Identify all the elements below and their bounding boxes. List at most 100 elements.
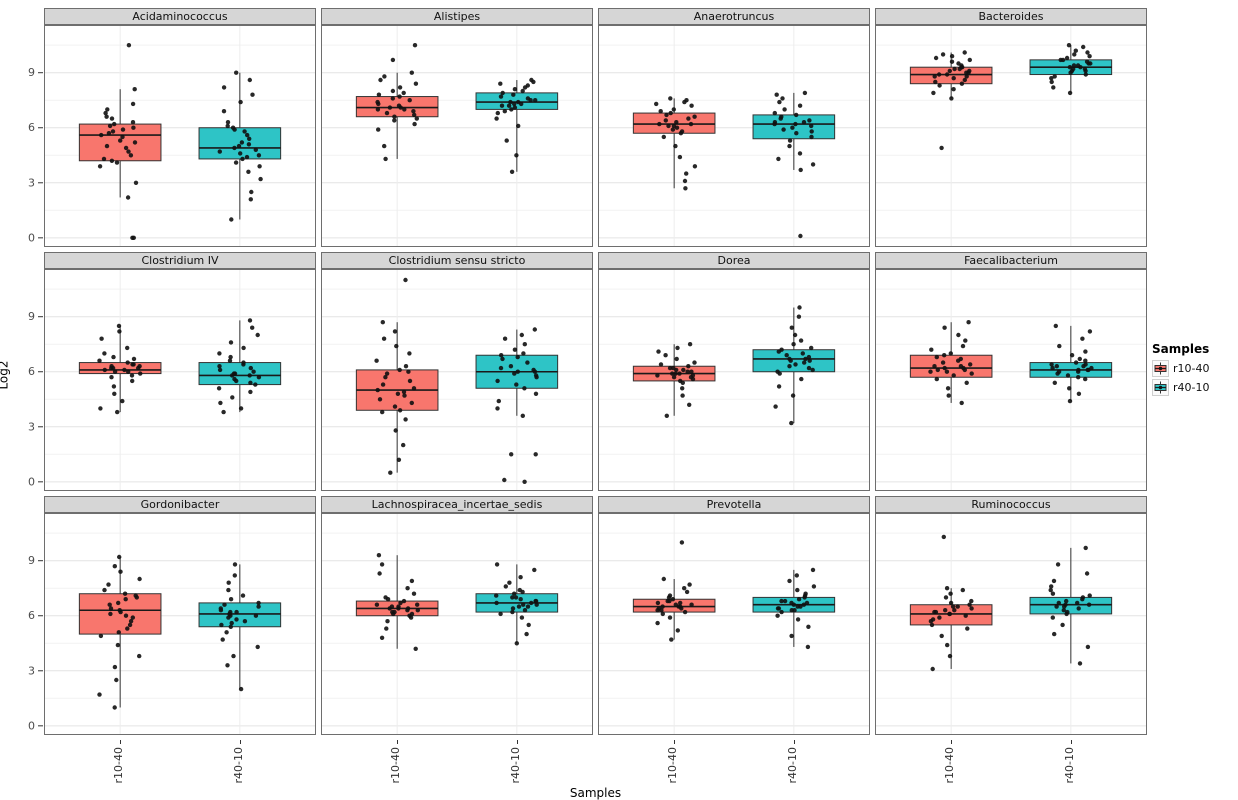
- x-tick-mark: [674, 740, 676, 744]
- facet-panel: Anaerotruncus: [598, 8, 870, 247]
- facet-plot: [321, 25, 593, 247]
- facet-strip: Dorea: [598, 252, 870, 269]
- x-axis-title: Samples: [569, 786, 622, 800]
- points-r40-10: [494, 77, 538, 174]
- svg-text:3: 3: [28, 420, 35, 433]
- facet-strip: Acidaminococcus: [44, 8, 316, 25]
- legend-key-r10-40: [1152, 360, 1169, 377]
- x-tick-label: r10-40: [112, 747, 126, 784]
- points-r40-10: [495, 327, 539, 484]
- facet-plot: [598, 25, 870, 247]
- y-axis-ticks: 0 3 6 9: [28, 66, 43, 244]
- svg-text:9: 9: [28, 554, 35, 567]
- facet-strip: Bacteroides: [875, 8, 1147, 25]
- points-r10-40: [374, 277, 417, 475]
- boxplot-r10-40: [355, 322, 439, 473]
- x-tick-label: r10-40: [943, 747, 957, 784]
- legend-entry-r40-10: r40-10: [1152, 379, 1238, 396]
- legend: Samples r10-40 r40-10: [1152, 342, 1238, 398]
- boxplot-r40-10: [475, 564, 559, 644]
- facet-panel: Faecalibacterium: [875, 252, 1147, 491]
- svg-text:3: 3: [28, 664, 35, 677]
- facet-panel: Clostridium sensu stricto: [321, 252, 593, 491]
- facet-strip: Clostridium sensu stricto: [321, 252, 593, 269]
- points-r40-10: [494, 562, 539, 646]
- svg-text:9: 9: [28, 310, 35, 323]
- facet-plot: [44, 25, 316, 247]
- x-ticks-cell: r10-40 r40-10: [44, 740, 316, 784]
- points-r40-10: [775, 567, 817, 650]
- points-r10-40: [654, 96, 698, 191]
- facet-grid: 0 3 6 9 Acidaminococcus Alistipes Anaerotruncu…: [18, 8, 1147, 800]
- points-r10-40: [655, 342, 697, 418]
- legend-key-glyph: [1152, 379, 1169, 396]
- facet-row: 0 3 6 9 Acidaminococcus Alistipes Anaerotruncu…: [18, 8, 1147, 247]
- points-r10-40: [97, 554, 142, 710]
- boxplot-r40-10: [752, 307, 836, 424]
- points-r40-10: [1049, 323, 1094, 404]
- facet-plot: [875, 25, 1147, 247]
- points-r40-10: [1049, 43, 1093, 96]
- facet-strip: Clostridium IV: [44, 252, 316, 269]
- facet-row: 0 3 6 9 Gordonibacter Lachnospiracea_incertae…: [18, 496, 1147, 735]
- facet-plot: [321, 513, 593, 735]
- legend-label-r10-40: r10-40: [1173, 362, 1210, 375]
- x-tick-label: r40-10: [231, 747, 245, 784]
- facet-panel: Clostridium IV: [44, 252, 316, 491]
- legend-label-r40-10: r40-10: [1173, 381, 1210, 394]
- x-ticks-cell: r10-40 r40-10: [321, 740, 593, 784]
- points-r40-10: [217, 70, 263, 222]
- facet-plot: [44, 513, 316, 735]
- x-axis-ticks: r10-40 r40-10 r10-40 r40-10 r10-40 r40-10 r10-…: [44, 740, 1147, 784]
- x-tick-mark: [239, 740, 241, 744]
- facet-panel: Acidaminococcus: [44, 8, 316, 247]
- y-axis-ticks: 0 3 6 9: [28, 310, 43, 488]
- x-tick-mark: [1070, 740, 1072, 744]
- facet-panel: Gordonibacter: [44, 496, 316, 735]
- points-r10-40: [374, 553, 420, 651]
- points-r40-10: [1048, 545, 1092, 666]
- svg-text:3: 3: [28, 176, 35, 189]
- boxplot-r10-40: [909, 52, 993, 99]
- points-r10-40: [655, 540, 694, 642]
- facet-strip: Lachnospiracea_incertae_sedis: [321, 496, 593, 513]
- facet-strip: Ruminococcus: [875, 496, 1147, 513]
- points-r40-10: [216, 318, 262, 415]
- facet-panel: Bacteroides: [875, 8, 1147, 247]
- svg-text:0: 0: [28, 231, 35, 244]
- y-axis-title: Log2: [0, 360, 11, 390]
- facet-panel: Ruminococcus: [875, 496, 1147, 735]
- facet-strip: Alistipes: [321, 8, 593, 25]
- svg-text:9: 9: [28, 66, 35, 79]
- facet-strip: Prevotella: [598, 496, 870, 513]
- facet-plot: [44, 269, 316, 491]
- legend-key-r40-10: [1152, 379, 1169, 396]
- facet-plot: [875, 513, 1147, 735]
- x-tick-label: r40-10: [508, 747, 522, 784]
- points-r10-40: [375, 43, 419, 162]
- legend-entry-r10-40: r10-40: [1152, 360, 1238, 377]
- points-r40-10: [773, 305, 815, 426]
- facet-plot: [875, 269, 1147, 491]
- points-r40-10: [218, 562, 261, 692]
- x-tick-label: r40-10: [1062, 747, 1076, 784]
- boxplot-r10-40: [78, 325, 162, 413]
- facet-strip: Faecalibacterium: [875, 252, 1147, 269]
- x-ticks-cell: r10-40 r40-10: [598, 740, 870, 784]
- x-tick-mark: [397, 740, 399, 744]
- points-r10-40: [97, 43, 139, 240]
- x-tick-mark: [120, 740, 122, 744]
- points-r10-40: [931, 50, 972, 151]
- x-tick-mark: [793, 740, 795, 744]
- svg-text:6: 6: [28, 121, 35, 134]
- facet-panel: Prevotella: [598, 496, 870, 735]
- legend-title: Samples: [1152, 342, 1210, 356]
- facet-row: 0 3 6 9 Clostridium IV Clostridium sensu stri…: [18, 252, 1147, 491]
- facet-plot: [321, 269, 593, 491]
- svg-text:0: 0: [28, 475, 35, 488]
- x-tick-label: r10-40: [666, 747, 680, 784]
- facet-strip: Anaerotruncus: [598, 8, 870, 25]
- boxplot-r40-10: [1029, 547, 1113, 664]
- svg-text:0: 0: [28, 719, 35, 732]
